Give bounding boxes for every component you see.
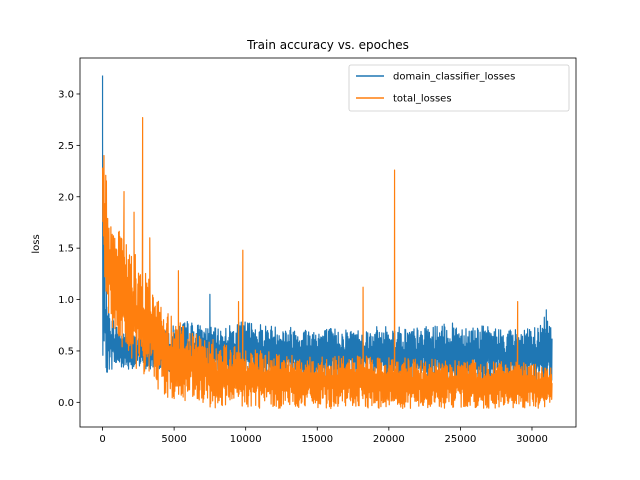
y-tick-label: 1.5 <box>58 244 74 255</box>
y-tick-label: 1.0 <box>58 295 74 306</box>
series-layer <box>101 75 553 410</box>
x-tick-label: 0 <box>99 434 105 445</box>
y-tick-label: 0.0 <box>58 398 74 409</box>
legend-label-total-losses: total_losses <box>393 94 452 105</box>
series-line-total-losses <box>101 117 553 410</box>
axes-frame <box>79 57 577 428</box>
legend-box <box>348 64 570 112</box>
x-tick-label: 30000 <box>516 434 548 445</box>
plot-frame <box>79 57 577 428</box>
y-tick-label: 2.0 <box>58 192 74 203</box>
chart-title: Train accuracy vs. epoches <box>246 38 409 52</box>
x-tick-label: 25000 <box>445 434 477 445</box>
y-tick-label: 2.5 <box>58 141 74 152</box>
x-tick-label: 5000 <box>161 434 186 445</box>
legend-label-domain-classifier-losses: domain_classifier_losses <box>393 72 515 83</box>
x-tick-label: 15000 <box>301 434 333 445</box>
y-axis-label: loss <box>31 234 42 253</box>
legend: domain_classifier_losses total_losses <box>348 64 570 112</box>
y-tick-label: 3.0 <box>58 89 74 100</box>
x-tick-label: 10000 <box>230 434 262 445</box>
y-tick-label: 0.5 <box>58 346 74 357</box>
y-axis: 0.0 0.5 1.0 1.5 2.0 2.5 3.0 <box>58 89 80 409</box>
x-tick-label: 20000 <box>373 434 405 445</box>
x-axis: 0 5000 10000 15000 20000 25000 30000 <box>99 427 548 445</box>
